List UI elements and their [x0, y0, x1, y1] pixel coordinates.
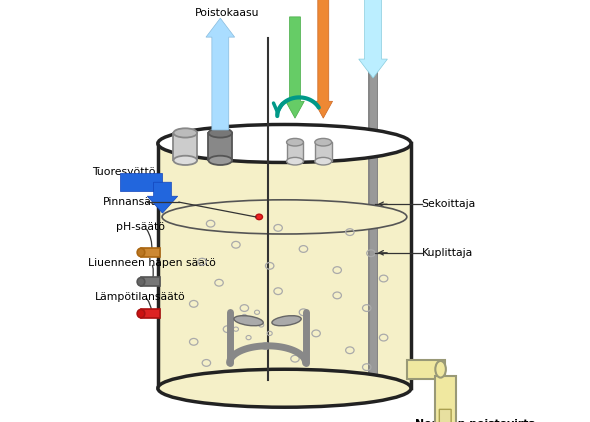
Bar	[287, 142, 303, 161]
Text: pH-säätö: pH-säätö	[116, 222, 165, 232]
Ellipse shape	[208, 156, 232, 165]
Ellipse shape	[208, 128, 232, 138]
FancyArrow shape	[120, 173, 162, 191]
Bar	[208, 133, 232, 160]
Bar	[158, 143, 411, 388]
Ellipse shape	[435, 361, 446, 378]
Text: Poistokaasu: Poistokaasu	[195, 8, 260, 18]
Bar	[407, 360, 445, 379]
Text: Nesteen poistovirta: Nesteen poistovirta	[415, 419, 536, 422]
Bar	[315, 142, 332, 161]
FancyArrow shape	[314, 0, 333, 118]
Ellipse shape	[158, 124, 411, 162]
FancyArrow shape	[148, 182, 178, 213]
FancyArrow shape	[435, 409, 455, 422]
Text: Pinnansäätö: Pinnansäätö	[103, 197, 169, 207]
Ellipse shape	[315, 157, 332, 165]
Text: Tuoresyöttö: Tuoresyöttö	[93, 167, 156, 177]
Bar	[141, 277, 160, 287]
Ellipse shape	[137, 248, 145, 257]
FancyArrow shape	[359, 0, 388, 78]
Bar	[141, 248, 160, 257]
Text: Liuenneen hapen säätö: Liuenneen hapen säätö	[88, 258, 216, 268]
Bar	[173, 133, 197, 160]
Ellipse shape	[137, 278, 145, 286]
Ellipse shape	[173, 156, 197, 165]
Text: Sekoittaja: Sekoittaja	[422, 199, 476, 209]
Ellipse shape	[272, 316, 301, 326]
Ellipse shape	[287, 138, 303, 146]
Text: Lämpötilansäätö: Lämpötilansäätö	[94, 292, 185, 302]
Bar	[435, 376, 456, 422]
Ellipse shape	[162, 200, 407, 234]
FancyArrow shape	[286, 17, 304, 118]
Ellipse shape	[173, 128, 197, 138]
Ellipse shape	[255, 214, 263, 219]
Ellipse shape	[315, 138, 332, 146]
Ellipse shape	[137, 309, 145, 318]
Bar	[141, 309, 160, 318]
Ellipse shape	[158, 369, 411, 407]
FancyArrow shape	[206, 18, 235, 130]
Ellipse shape	[234, 316, 263, 326]
Text: Kuplittaja: Kuplittaja	[422, 248, 473, 258]
Ellipse shape	[287, 157, 303, 165]
